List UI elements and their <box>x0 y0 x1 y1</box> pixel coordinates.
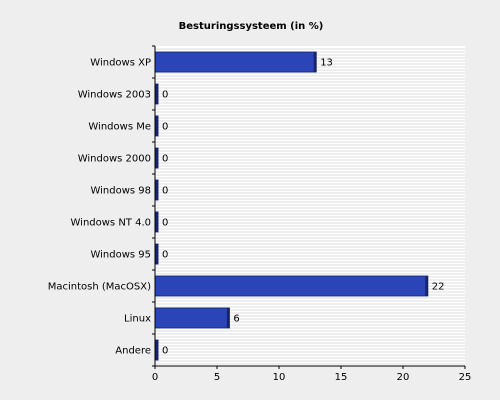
bar-windows-xp <box>154 51 317 73</box>
axes <box>152 45 466 369</box>
bar-shade <box>425 276 428 296</box>
labels: Windows XP 13 Windows 2003 0 Windows Me 0 Wind… <box>48 58 472 384</box>
x-tick-label: 20 <box>397 372 410 383</box>
x-tick-label: 25 <box>459 372 472 383</box>
bar-shade <box>155 84 158 104</box>
value-label: 0 <box>162 186 168 197</box>
category-label: Windows 2000 <box>78 154 151 165</box>
value-label: 0 <box>162 122 168 133</box>
value-label: 6 <box>233 314 239 325</box>
bar-shade <box>313 52 317 72</box>
x-tick-label: 5 <box>214 372 220 383</box>
category-label: Andere <box>115 346 151 357</box>
bar-linux <box>154 307 230 329</box>
x-tick-label: 10 <box>273 372 286 383</box>
category-label: Windows 2003 <box>78 90 151 101</box>
bar-shade <box>155 148 158 168</box>
bars <box>154 51 429 361</box>
category-label: Windows Me <box>88 122 151 133</box>
category-label: Windows 95 <box>90 250 151 261</box>
bar-shade <box>155 212 158 232</box>
value-label: 0 <box>162 90 168 101</box>
category-label: Macintosh (MacOSX) <box>48 282 151 293</box>
category-label: Windows 98 <box>90 186 151 197</box>
category-label: Windows XP <box>90 58 151 69</box>
bar-shade <box>155 244 158 264</box>
bar-shade <box>155 116 158 136</box>
category-label: Windows NT 4.0 <box>71 218 152 229</box>
category-label: Linux <box>124 314 151 325</box>
value-label: 0 <box>162 250 168 261</box>
bar-shade <box>226 308 230 328</box>
bar-shade <box>155 340 158 360</box>
chart-title: Besturingssysteem (in %) <box>179 21 324 32</box>
value-label: 22 <box>432 282 445 293</box>
value-label: 0 <box>162 154 168 165</box>
value-label: 0 <box>162 218 168 229</box>
bar-macintosh-macosx <box>154 275 429 297</box>
value-label: 0 <box>162 346 168 357</box>
bar-shade <box>155 180 158 200</box>
x-tick-label: 15 <box>335 372 348 383</box>
value-label: 13 <box>320 58 333 69</box>
x-tick-label: 0 <box>152 372 158 383</box>
